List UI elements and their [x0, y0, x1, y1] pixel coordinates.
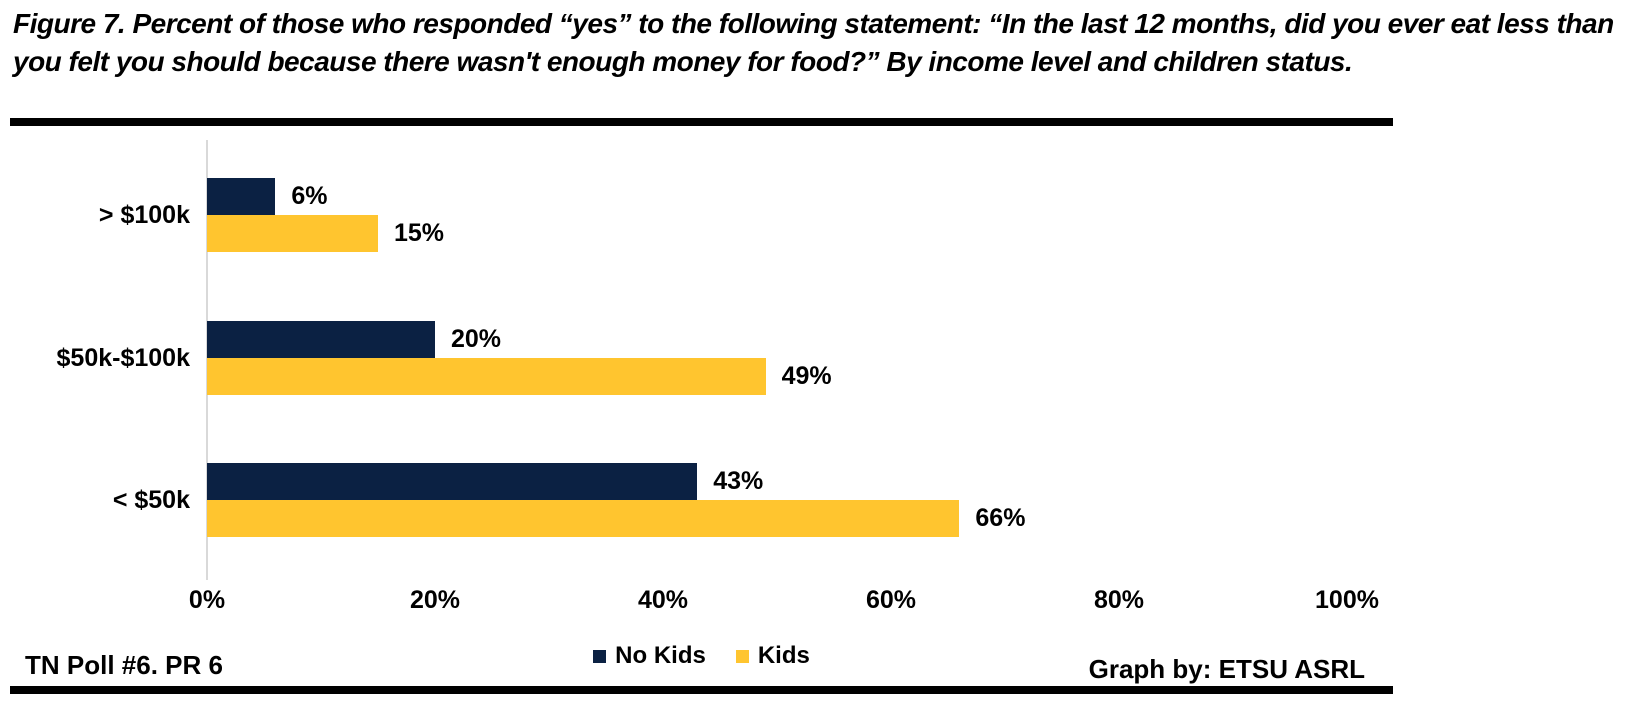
x-axis-tick-label: 0%	[188, 586, 226, 614]
footer-credit-label: Graph by: ETSU ASRL	[1088, 654, 1365, 684]
figure-title-line1: Figure 7. Percent of those who responded…	[13, 8, 1614, 39]
bar-value-label: 6%	[291, 182, 328, 210]
x-axis-tick-label: 100%	[1315, 586, 1379, 614]
bar-kids	[207, 358, 766, 395]
legend-swatch-icon	[735, 649, 749, 663]
figure-title-line2: you felt you should because there wasn't…	[13, 46, 1353, 77]
bar-no-kids	[207, 463, 698, 500]
chart-legend: No Kids Kids	[10, 641, 1393, 671]
x-axis-tick-label: 40%	[637, 586, 689, 614]
bar-no-kids	[207, 178, 276, 215]
legend-item-label: No Kids	[615, 642, 706, 669]
category-label: $50k-$100k	[56, 343, 190, 372]
bar-value-label: 66%	[975, 504, 1026, 532]
x-axis-tick-label: 80%	[1093, 586, 1145, 614]
bar-value-label: 43%	[713, 467, 764, 495]
legend-item-label: Kids	[757, 642, 810, 669]
figure-title: Figure 7. Percent of those who responded…	[13, 5, 1614, 81]
bar-value-label: 49%	[781, 362, 832, 390]
bar-value-label: 15%	[394, 219, 445, 247]
legend-item-no-kids: No Kids	[593, 642, 706, 670]
bar-kids	[207, 500, 960, 537]
category-label: < $50k	[112, 485, 190, 514]
category-label: > $100k	[98, 200, 190, 229]
legend-swatch-icon	[593, 649, 607, 663]
x-axis-tick-label: 60%	[865, 586, 917, 614]
bar-kids	[207, 215, 378, 252]
x-axis-tick-label: 20%	[409, 586, 461, 614]
bar-value-label: 20%	[451, 325, 502, 353]
legend-item-kids: Kids	[735, 642, 810, 670]
top-divider-rule	[10, 118, 1393, 126]
bar-no-kids	[207, 321, 435, 358]
footer-source-label: TN Poll #6. PR 6	[25, 650, 223, 680]
bottom-divider-rule	[10, 686, 1393, 694]
